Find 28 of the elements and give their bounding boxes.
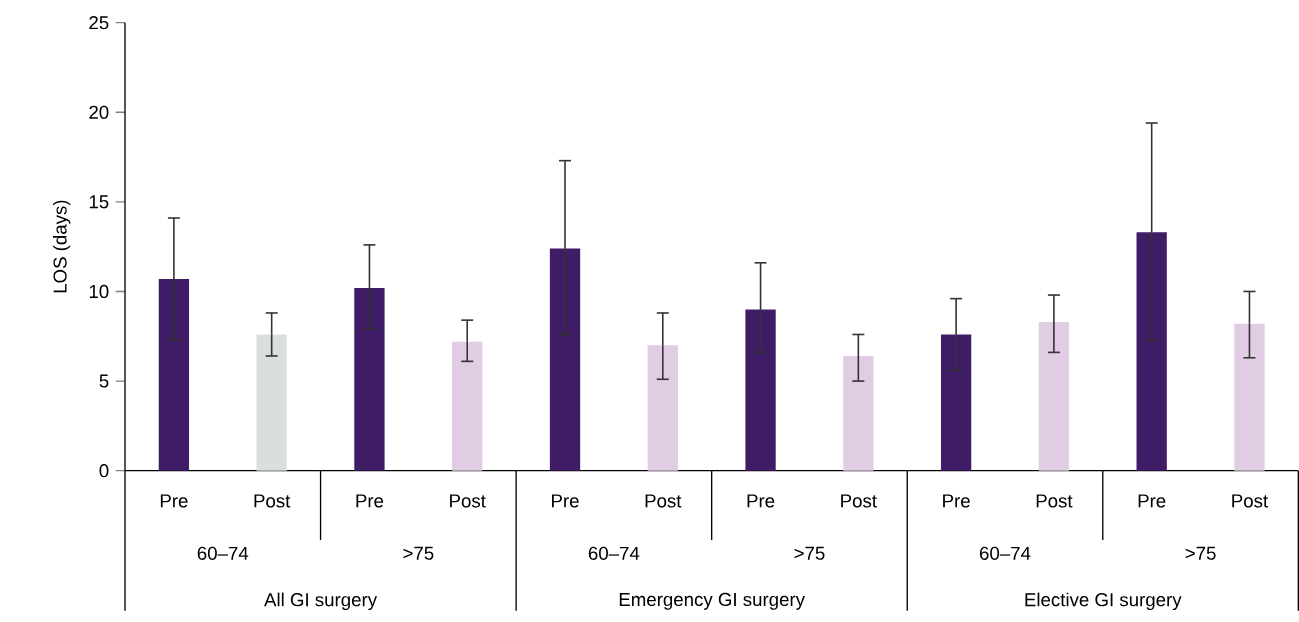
text: >75 [794,546,825,560]
text: All GI surgery [264,592,378,611]
x-tick-label: Pre [747,494,775,508]
y-tick-label: 15 [89,195,109,209]
text: 60–74 [980,546,1031,560]
x-tick-label: Post [645,494,682,508]
x-tick-label: Post [1036,494,1073,508]
x-tick-label: Pre [356,494,384,508]
y-tick-label: 5 [99,374,109,388]
x-tick-label: Post [254,494,291,508]
x-tick-label: Post [841,494,877,508]
text: >75 [1185,546,1216,560]
x-tick-label: Pre [1138,494,1166,508]
text: >75 [403,546,434,560]
y-tick-label: 10 [89,284,109,299]
y-axis-title: LOS (days) [52,200,71,293]
x-tick-label: Pre [160,494,188,508]
text: Emergency GI surgery [619,592,805,610]
text: 60–74 [197,546,249,560]
x-tick-label: Pre [943,494,970,508]
text: Elective GI surgery [1025,592,1182,611]
y-tick-label: 25 [89,16,109,30]
x-tick-label: Post [450,494,486,508]
y-tick-label: 0 [99,464,109,478]
x-tick-label: Post [1232,494,1268,508]
y-tick-label: 20 [89,105,109,119]
text: 60–74 [588,546,640,560]
x-tick-label: Pre [552,494,579,508]
